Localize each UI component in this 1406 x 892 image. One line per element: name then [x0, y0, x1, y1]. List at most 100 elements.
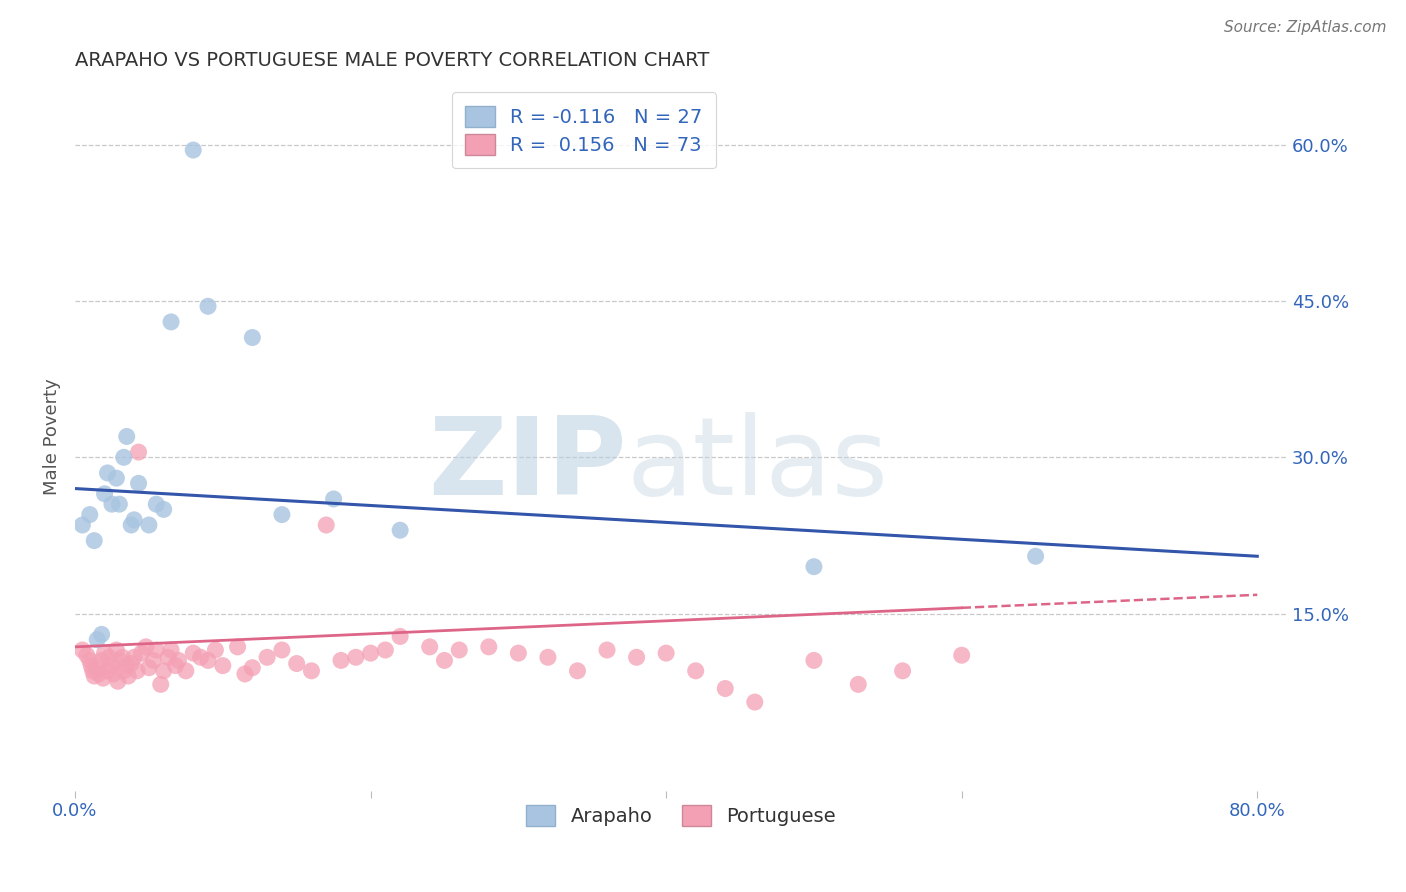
Text: Source: ZipAtlas.com: Source: ZipAtlas.com: [1223, 20, 1386, 35]
Point: [90, 653, 112, 667]
Point: [537, 650, 560, 665]
Point: [91, 671, 114, 685]
Point: [389, 523, 412, 537]
Point: [160, 643, 183, 657]
Point: [389, 630, 412, 644]
Legend: Arapaho, Portuguese: Arapaho, Portuguese: [517, 797, 844, 834]
Point: [101, 497, 124, 511]
Point: [135, 640, 157, 654]
Point: [145, 643, 167, 657]
Point: [240, 330, 263, 344]
Point: [103, 667, 125, 681]
Point: [86, 632, 108, 647]
Y-axis label: Male Poverty: Male Poverty: [44, 378, 60, 495]
Point: [322, 491, 344, 506]
Text: atlas: atlas: [627, 412, 889, 518]
Point: [803, 559, 825, 574]
Point: [567, 664, 589, 678]
Point: [449, 643, 471, 657]
Point: [160, 315, 183, 329]
Point: [80, 658, 103, 673]
Point: [142, 653, 165, 667]
Point: [93, 487, 115, 501]
Point: [174, 664, 197, 678]
Point: [714, 681, 737, 696]
Point: [115, 658, 138, 673]
Point: [891, 664, 914, 678]
Point: [433, 653, 456, 667]
Point: [131, 646, 153, 660]
Point: [181, 646, 204, 660]
Point: [165, 658, 187, 673]
Point: [301, 664, 323, 678]
Point: [233, 667, 256, 681]
Point: [93, 646, 115, 660]
Point: [79, 653, 101, 667]
Point: [117, 669, 139, 683]
Point: [76, 648, 98, 663]
Point: [138, 661, 160, 675]
Point: [83, 533, 105, 548]
Point: [108, 497, 131, 511]
Point: [508, 646, 530, 660]
Point: [478, 640, 501, 654]
Point: [108, 653, 131, 667]
Point: [120, 657, 142, 671]
Point: [655, 646, 678, 660]
Point: [204, 643, 226, 657]
Point: [96, 664, 118, 678]
Text: ZIP: ZIP: [427, 412, 627, 518]
Point: [744, 695, 766, 709]
Point: [190, 650, 212, 665]
Point: [72, 643, 94, 657]
Point: [950, 648, 973, 663]
Point: [87, 667, 110, 681]
Point: [226, 640, 249, 654]
Point: [79, 508, 101, 522]
Point: [271, 643, 294, 657]
Point: [197, 653, 219, 667]
Point: [344, 650, 367, 665]
Point: [125, 664, 148, 678]
Point: [120, 518, 142, 533]
Point: [360, 646, 382, 660]
Point: [112, 450, 135, 465]
Point: [315, 518, 337, 533]
Point: [128, 476, 150, 491]
Point: [82, 664, 104, 678]
Point: [107, 674, 129, 689]
Point: [138, 518, 160, 533]
Point: [96, 466, 118, 480]
Point: [111, 650, 134, 665]
Point: [152, 664, 174, 678]
Point: [128, 445, 150, 459]
Point: [122, 513, 145, 527]
Point: [330, 653, 353, 667]
Point: [211, 658, 233, 673]
Text: ARAPAHO VS PORTUGUESE MALE POVERTY CORRELATION CHART: ARAPAHO VS PORTUGUESE MALE POVERTY CORRE…: [75, 51, 710, 70]
Point: [685, 664, 707, 678]
Point: [112, 664, 135, 678]
Point: [240, 661, 263, 675]
Point: [271, 508, 294, 522]
Point: [72, 518, 94, 533]
Point: [98, 650, 121, 665]
Point: [115, 429, 138, 443]
Point: [167, 653, 190, 667]
Point: [105, 643, 128, 657]
Point: [803, 653, 825, 667]
Point: [374, 643, 396, 657]
Point: [1025, 549, 1047, 564]
Point: [285, 657, 308, 671]
Point: [846, 677, 869, 691]
Point: [626, 650, 648, 665]
Point: [419, 640, 441, 654]
Point: [152, 502, 174, 516]
Point: [86, 661, 108, 675]
Point: [197, 299, 219, 313]
Point: [122, 650, 145, 665]
Point: [90, 627, 112, 641]
Point: [596, 643, 619, 657]
Point: [145, 497, 167, 511]
Point: [83, 669, 105, 683]
